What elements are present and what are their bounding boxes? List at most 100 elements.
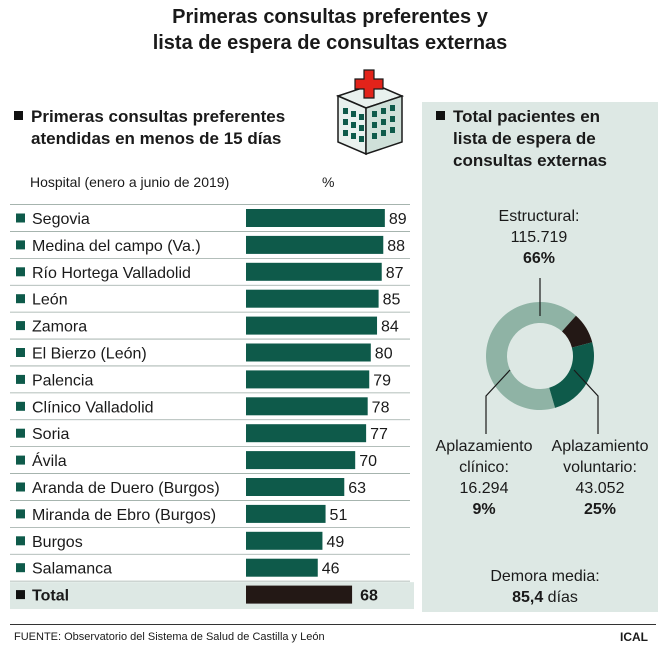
voluntario-pct: 25% [583, 501, 617, 518]
waiting-list-panel [422, 102, 658, 612]
row-marker [16, 563, 25, 573]
footer-rule [10, 624, 656, 625]
column-header-percent: % [322, 174, 335, 190]
bar-value-label: 87 [386, 265, 404, 282]
row-marker [16, 401, 25, 411]
category-label: El Bierzo (León) [32, 346, 147, 363]
total-row-background [10, 582, 414, 610]
row-marker [16, 321, 25, 331]
bar-value-label: 77 [370, 426, 388, 443]
category-label: Palencia [32, 372, 93, 389]
row-marker [16, 374, 25, 384]
source-note: FUENTE: Observatorio del Sistema de Salu… [14, 631, 325, 643]
row-marker [16, 348, 25, 357]
row-marker [16, 267, 25, 277]
voluntario-value: 43.052 [575, 480, 625, 497]
bar-value-label: 63 [348, 480, 366, 497]
estructural-value: 115.719 [510, 229, 568, 246]
estructural-label: Estructural: [498, 208, 580, 225]
demora-value: 85,4 [512, 589, 544, 606]
bar [246, 424, 367, 443]
category-label: Aranda de Duero (Burgos) [32, 480, 220, 497]
category-label: Zamora [32, 319, 87, 336]
row-marker [16, 213, 25, 223]
voluntario-label-block: Aplazamiento voluntario: 43.052 25% [540, 436, 660, 520]
row-marker [16, 536, 25, 546]
demora-label: Demora media: [490, 568, 600, 585]
bar-value-label: 84 [381, 319, 399, 336]
column-header-hospital: Hospital (enero a junio de 2019) [30, 174, 230, 190]
bar-value-label: 78 [372, 399, 390, 416]
leader-lines [485, 278, 599, 434]
category-label: Clínico Valladolid [32, 399, 154, 416]
bar-value-label: 85 [383, 292, 401, 309]
waiting-list-donut [486, 301, 594, 410]
total-value-label: 68 [360, 588, 378, 605]
right-title-line-3: consultas externas [453, 151, 608, 170]
estructural-pct: 66% [522, 250, 556, 267]
bar [246, 558, 318, 577]
bar [246, 370, 370, 389]
row-marker [16, 294, 25, 304]
bar [246, 289, 379, 308]
donut-slice-clinico [561, 315, 593, 348]
clinico-value: 16.294 [459, 480, 509, 497]
bar-value-label: 49 [326, 534, 344, 551]
bar [246, 209, 385, 227]
right-title-line-1: Total pacientes en [453, 107, 601, 126]
hospital-building-icon [335, 69, 405, 156]
bar-value-label: 80 [375, 346, 393, 363]
demora-unit: días [547, 589, 578, 606]
category-label: Miranda de Ebro (Burgos) [32, 507, 216, 524]
estructural-label-block: Estructural: 115.719 66% [474, 206, 604, 269]
donut-slice-voluntario [549, 342, 594, 408]
left-section-title: Primeras consultas preferentes atendidas… [14, 106, 314, 150]
category-label: León [32, 292, 68, 309]
bar [246, 451, 356, 470]
row-marker [16, 428, 25, 438]
title-line-1: Primeras consultas preferentes y [172, 6, 488, 28]
clinico-label-block: Aplazamiento clínico: 16.294 9% [424, 436, 544, 520]
clinico-pct: 9% [472, 501, 496, 518]
bar [246, 531, 323, 550]
voluntario-label-line-1: Aplazamiento [551, 438, 649, 455]
left-title-line-2: atendidas en menos de 15 días [31, 129, 282, 148]
bar [246, 316, 378, 335]
bar-value-label: 79 [373, 372, 391, 389]
row-marker [16, 482, 25, 492]
bar [246, 262, 382, 281]
bar [246, 235, 384, 254]
credit: ICAL [620, 630, 648, 644]
total-label: Total [32, 588, 69, 605]
category-label: Ávila [32, 451, 67, 470]
category-label: Burgos [32, 534, 83, 551]
total-marker [16, 590, 25, 600]
bar [246, 504, 326, 523]
bar-value-label: 89 [389, 211, 407, 228]
bar-value-label: 51 [330, 507, 348, 524]
demora-block: Demora media: 85,4 días [470, 566, 620, 608]
bar-value-label: 70 [359, 453, 377, 470]
clinico-label-line-2: clínico: [459, 459, 509, 476]
bar [246, 397, 368, 416]
bullet-square [14, 111, 23, 121]
chart-title: Primeras consultas preferentes y lista d… [0, 4, 660, 56]
right-title-line-2: lista de espera de [453, 129, 596, 148]
row-marker [16, 455, 25, 465]
left-title-line-1: Primeras consultas preferentes [31, 107, 286, 126]
category-label: Soria [32, 426, 69, 443]
right-section-title: Total pacientes en lista de espera de co… [436, 106, 646, 172]
hospital-bar-chart: Segovia 89 Medina del campo (Va.) 88 Río Hor… [10, 204, 414, 610]
category-label: Medina del campo (Va.) [32, 238, 201, 255]
clinico-label-line-1: Aplazamiento [435, 438, 533, 455]
total-bar [246, 585, 353, 604]
bar [246, 478, 345, 496]
bar-value-label: 46 [322, 561, 340, 578]
bar-value-label: 88 [387, 238, 405, 255]
row-marker [16, 240, 25, 250]
category-label: Segovia [32, 211, 90, 228]
bullet-square [436, 111, 445, 121]
donut-slice-estructural [486, 301, 576, 410]
title-line-2: lista de espera de consultas externas [152, 32, 508, 54]
category-label: Río Hortega Valladolid [32, 265, 191, 282]
